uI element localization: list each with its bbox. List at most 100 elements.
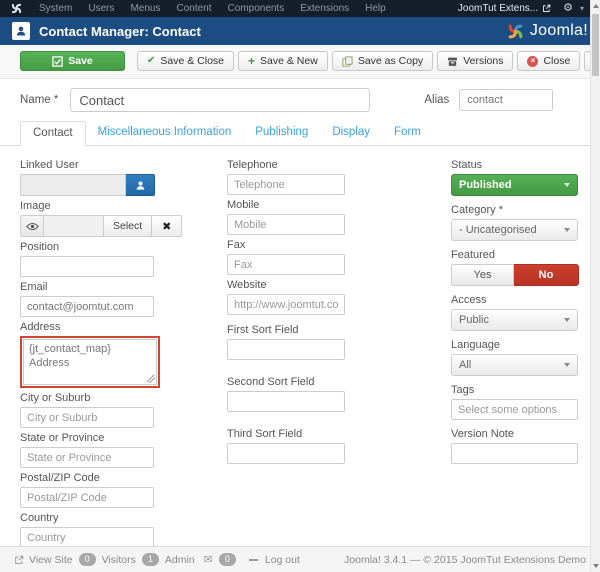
field-telephone: Telephone <box>227 159 451 195</box>
first-sort-input[interactable] <box>227 339 345 360</box>
first-sort-label: First Sort Field <box>227 324 299 336</box>
featured-no-button[interactable]: No <box>514 264 579 286</box>
image-clear-button[interactable]: ✖ <box>152 215 183 237</box>
right-column: Status Published Category * - Uncategori… <box>451 159 580 472</box>
logout-icon <box>248 558 258 561</box>
mobile-input[interactable] <box>227 214 345 235</box>
close-button[interactable]: × Close <box>517 51 581 71</box>
user-icon <box>136 181 144 190</box>
external-link-icon <box>543 4 551 12</box>
alias-input[interactable] <box>459 89 554 111</box>
field-third-sort: Third Sort Field <box>227 428 451 464</box>
website-label: Website <box>227 279 267 291</box>
toolbar: Save ✔ Save & Close + Save & New Save as… <box>0 45 600 79</box>
tab-publishing[interactable]: Publishing <box>255 126 309 138</box>
mobile-label: Mobile <box>227 199 260 211</box>
tab-contact[interactable]: Contact <box>20 121 86 146</box>
preview-button[interactable] <box>20 215 44 237</box>
telephone-input[interactable] <box>227 174 345 195</box>
menu-menus[interactable]: Menus <box>130 3 161 14</box>
external-link-icon <box>15 555 24 564</box>
menu-extensions[interactable]: Extensions <box>300 3 350 14</box>
joomla-version: Joomla! 3.4.1 <box>344 553 408 566</box>
access-value: Public <box>459 314 489 326</box>
menu-system[interactable]: System <box>39 3 73 14</box>
state-label: State or Province <box>20 432 105 444</box>
save-button[interactable]: Save <box>20 51 125 71</box>
field-first-sort: First Sort Field <box>227 324 451 360</box>
email-input[interactable] <box>20 296 154 317</box>
menu-help[interactable]: Help <box>365 3 386 14</box>
field-state: State or Province <box>20 432 227 468</box>
scrollbar-thumb[interactable] <box>592 14 599 76</box>
version-note-label: Version Note <box>451 428 514 440</box>
featured-label: Featured <box>451 249 496 261</box>
joomla-icon[interactable] <box>10 2 23 15</box>
admin-count-badge: 1 <box>141 553 159 566</box>
name-input[interactable] <box>70 88 371 112</box>
city-input[interactable] <box>20 407 154 428</box>
third-sort-input[interactable] <box>227 443 345 464</box>
website-input[interactable] <box>227 294 345 315</box>
copyright: © 2015 JoomTut Extensions Demo <box>423 553 586 566</box>
field-postal: Postal/ZIP Code <box>20 472 227 508</box>
menu-users[interactable]: Users <box>88 3 115 14</box>
save-new-button[interactable]: + Save & New <box>238 51 328 71</box>
joomla-logo-text: Joomla! <box>529 22 588 39</box>
gear-icon[interactable]: ⚙ <box>563 2 573 14</box>
view-site-link[interactable]: View Site <box>29 553 73 566</box>
state-input[interactable] <box>20 447 154 468</box>
versions-button[interactable]: Versions <box>437 51 514 71</box>
featured-yes-button[interactable]: Yes <box>451 264 514 286</box>
footer-separator: — <box>409 553 421 566</box>
second-sort-input[interactable] <box>227 391 345 412</box>
status-bar: View Site 0 Visitors 1 Admin ✉ 0 Log out… <box>0 546 600 572</box>
tags-label: Tags <box>451 384 475 396</box>
image-select-button[interactable]: Select <box>104 215 153 237</box>
name-row: Name * Alias <box>0 79 600 118</box>
joomla-logo-icon <box>508 24 523 38</box>
language-select[interactable]: All <box>451 354 578 376</box>
tab-form[interactable]: Form <box>394 126 421 138</box>
address-textarea[interactable]: {jt_contact_map} Address <box>23 339 157 385</box>
scroll-down-arrow-icon[interactable] <box>591 560 600 572</box>
address-label: Address <box>20 321 61 333</box>
field-language: Language All <box>451 339 580 376</box>
field-image: Image Select ✖ <box>20 200 227 237</box>
scroll-up-arrow-icon[interactable] <box>591 0 600 12</box>
messages-icon[interactable]: ✉ <box>203 554 213 566</box>
middle-column: Telephone Mobile Fax Website First Sort … <box>227 159 451 468</box>
access-select[interactable]: Public <box>451 309 578 331</box>
menu-components[interactable]: Components <box>227 3 285 14</box>
fax-input[interactable] <box>227 254 345 275</box>
language-label: Language <box>451 339 500 351</box>
access-label: Access <box>451 294 487 306</box>
tab-display[interactable]: Display <box>332 126 371 138</box>
category-select[interactable]: - Uncategorised <box>451 219 578 241</box>
joomla-brand[interactable]: Joomla! <box>506 22 588 41</box>
select-user-button[interactable] <box>126 174 155 196</box>
chevron-down-icon[interactable]: ▾ <box>579 4 584 13</box>
country-input[interactable] <box>20 527 154 548</box>
tab-miscellaneous-information[interactable]: Miscellaneous Information <box>97 126 232 138</box>
field-fax: Fax <box>227 239 451 275</box>
status-select[interactable]: Published <box>451 174 578 196</box>
tags-input[interactable] <box>451 399 578 420</box>
logout-link[interactable]: Log out <box>264 553 300 566</box>
save-copy-button[interactable]: Save as Copy <box>331 51 434 71</box>
field-linked-user: Linked User <box>20 159 227 196</box>
vertical-scrollbar[interactable] <box>590 0 600 572</box>
menu-content[interactable]: Content <box>176 3 212 14</box>
account-menu[interactable]: JoomTut Extens... <box>458 3 551 14</box>
field-position: Position <box>20 241 227 277</box>
third-sort-label: Third Sort Field <box>227 428 303 440</box>
save-close-button[interactable]: ✔ Save & Close <box>137 51 235 71</box>
field-country: Country <box>20 512 227 548</box>
field-status: Status Published <box>451 159 580 196</box>
version-note-input[interactable] <box>451 443 578 464</box>
visitors-label: Visitors <box>101 553 136 566</box>
postal-input[interactable] <box>20 487 154 508</box>
position-input[interactable] <box>20 256 154 277</box>
account-label: JoomTut Extens... <box>457 3 539 14</box>
check-icon: ✔ <box>147 55 156 66</box>
